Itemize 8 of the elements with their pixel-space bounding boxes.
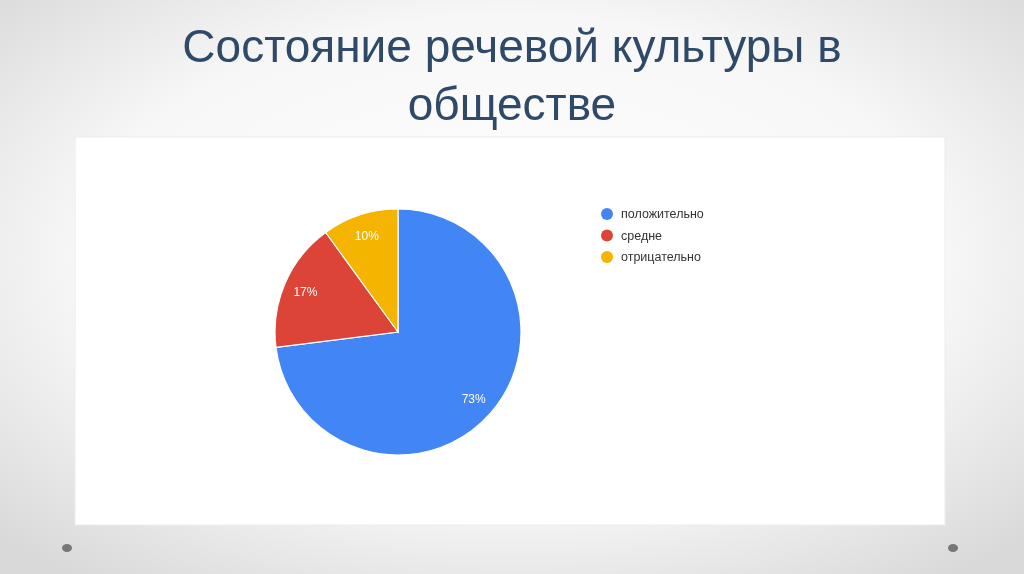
data-label: 17%: [293, 284, 318, 299]
data-label: 10%: [354, 229, 380, 244]
legend-label: отрицательно: [621, 250, 701, 264]
chart-title: Состояние речевой культуры в обществе: [182, 20, 842, 130]
data-label: 73%: [461, 391, 486, 406]
pie-slice: [275, 208, 522, 456]
legend-label: средне: [621, 228, 663, 243]
legend-label: положительно: [621, 207, 704, 221]
